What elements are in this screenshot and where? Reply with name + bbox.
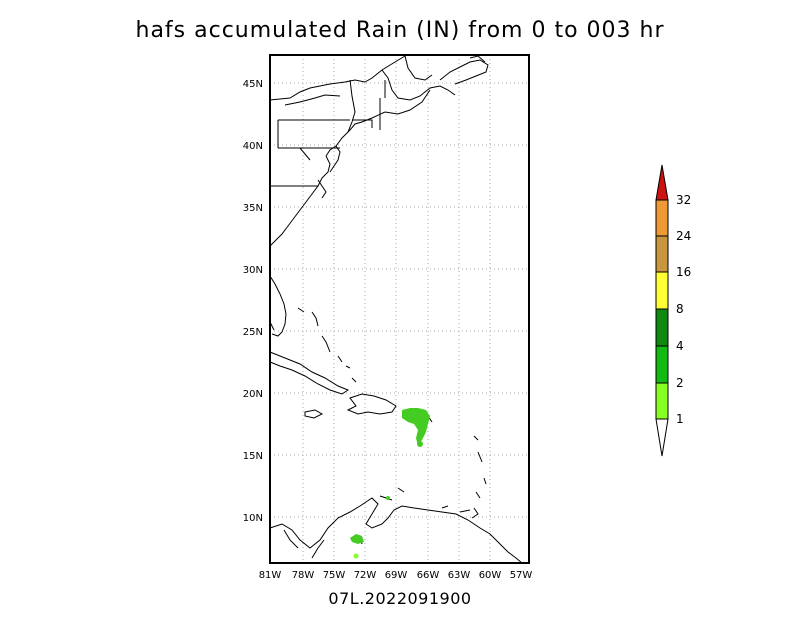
colorbar-label: 2 <box>676 376 684 390</box>
lat-label: 30N <box>243 265 263 276</box>
chart-title: hafs accumulated Rain (IN) from 0 to 003… <box>135 18 665 43</box>
colorbar-swatch <box>656 272 668 309</box>
colorbar-swatch <box>656 236 668 272</box>
map-plot-area <box>269 54 530 564</box>
colorbar-label: 16 <box>676 265 691 279</box>
lat-label: 40N <box>243 141 263 152</box>
lat-label: 20N <box>243 389 263 400</box>
lon-label: 81W <box>259 570 282 581</box>
lat-label: 45N <box>243 79 263 90</box>
lon-label: 60W <box>479 570 502 581</box>
longitude-labels: 81W 78W 75W 72W 69W 66W 63W 60W 57W <box>259 570 533 581</box>
lon-label: 75W <box>323 570 346 581</box>
lat-label: 15N <box>243 451 263 462</box>
south-caribbean-rain <box>350 534 364 544</box>
colorbar-label: 8 <box>676 302 684 316</box>
lat-label: 35N <box>243 203 263 214</box>
lat-label: 25N <box>243 327 263 338</box>
colorbar-swatch <box>656 346 668 383</box>
lon-label: 72W <box>354 570 377 581</box>
colorbar-label: 32 <box>676 193 691 207</box>
lon-label: 57W <box>510 570 533 581</box>
colorbar-label: 1 <box>676 412 684 426</box>
lon-label: 78W <box>292 570 315 581</box>
colorbar-label: 24 <box>676 229 691 243</box>
lat-label: 10N <box>243 513 263 524</box>
storm-run-id: 07L.2022091900 <box>328 589 472 608</box>
colorbar-top-arrow <box>656 165 668 200</box>
gridlines <box>270 55 529 563</box>
lon-label: 66W <box>417 570 440 581</box>
puerto-rico-rain <box>402 408 430 446</box>
latitude-labels: 45N 40N 35N 30N 25N 20N 15N 10N <box>243 79 263 524</box>
lon-label: 69W <box>385 570 408 581</box>
colorbar-swatch <box>656 309 668 346</box>
lon-label: 63W <box>448 570 471 581</box>
rain-areas <box>350 408 430 559</box>
colorbar: 1 2 4 8 16 24 32 <box>655 164 691 457</box>
colorbar-bottom-arrow <box>655 418 669 457</box>
colorbar-swatch <box>656 383 668 419</box>
colorbar-label: 4 <box>676 339 684 353</box>
leeward-islands-rain <box>417 441 423 447</box>
coastlines <box>269 55 523 564</box>
colorbar-swatch <box>656 200 668 236</box>
